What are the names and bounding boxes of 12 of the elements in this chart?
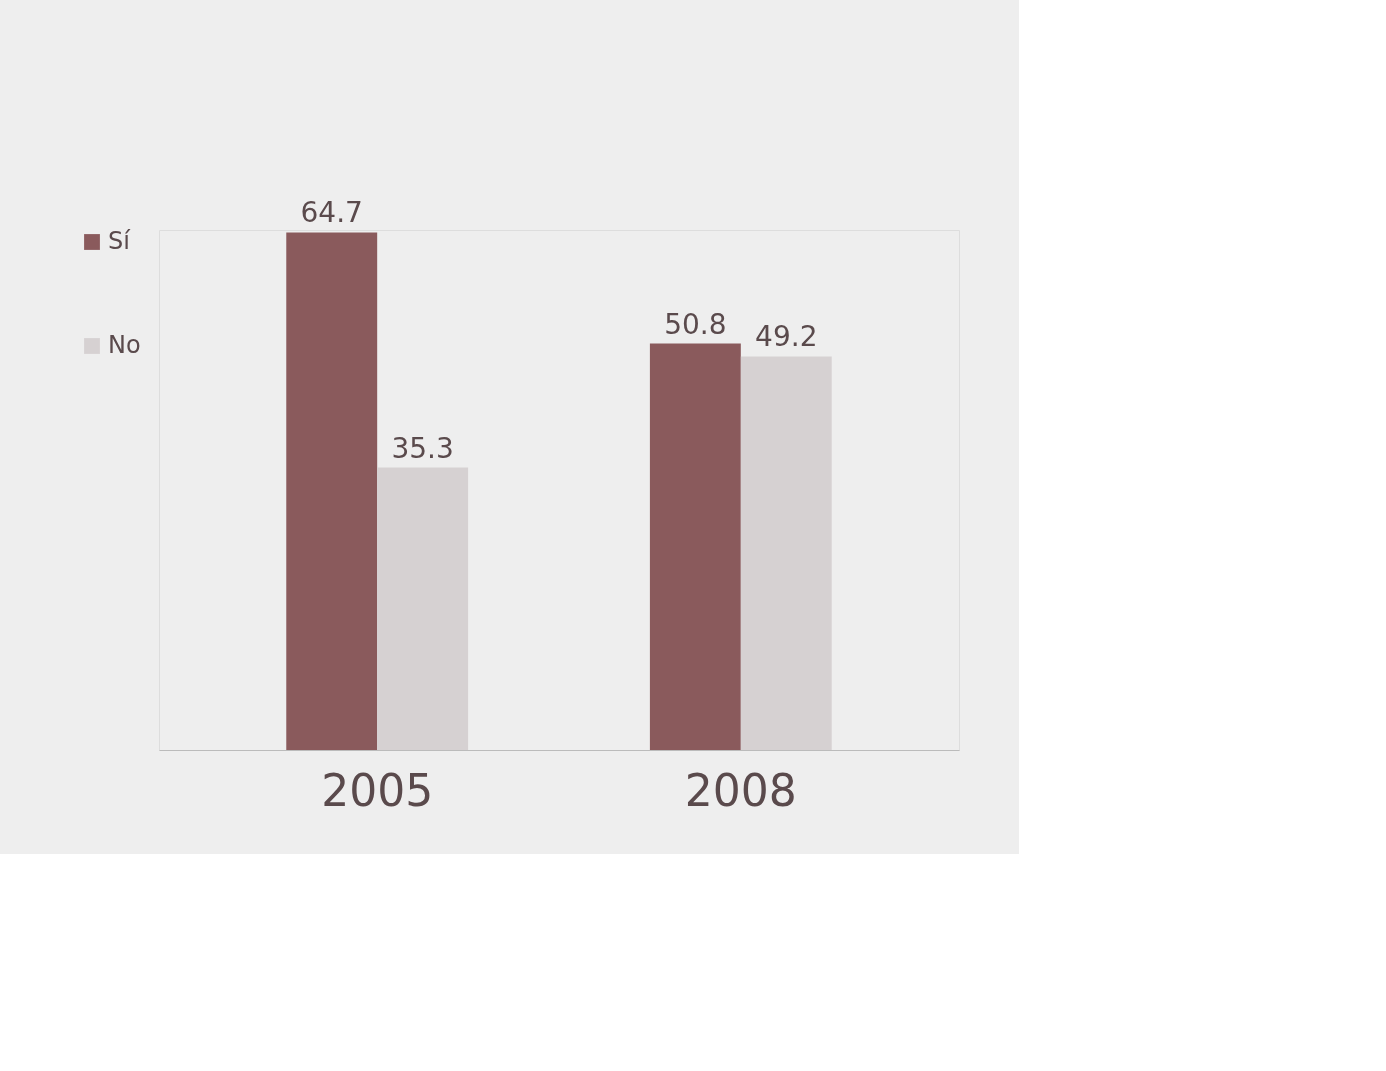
data-label: 35.3 xyxy=(391,431,454,465)
legend-label: No xyxy=(108,331,141,359)
bar xyxy=(649,343,741,750)
bar xyxy=(377,467,469,750)
data-label: 49.2 xyxy=(755,320,818,354)
bar xyxy=(740,356,832,750)
bar xyxy=(286,232,378,750)
x-tick-label: 2005 xyxy=(321,764,434,816)
data-label: 50.8 xyxy=(664,307,727,341)
data-label: 64.7 xyxy=(300,196,363,230)
x-tick-label: 2008 xyxy=(684,764,797,816)
legend-label: Sí xyxy=(108,227,132,255)
